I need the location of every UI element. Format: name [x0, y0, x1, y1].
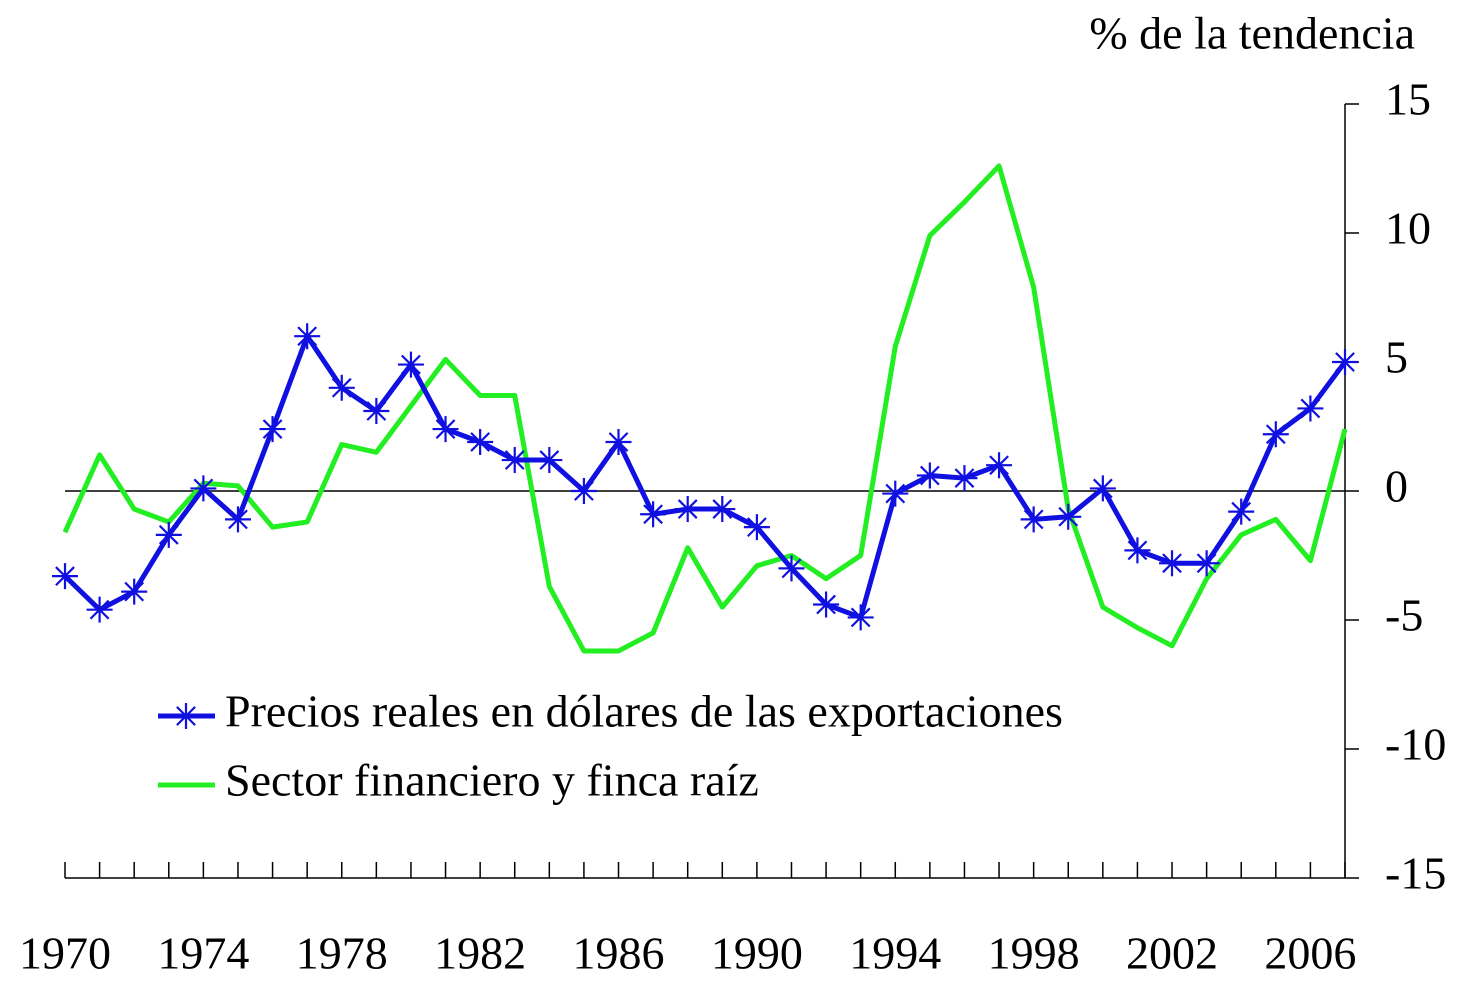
point-marker — [882, 480, 909, 507]
point-marker — [1159, 550, 1186, 577]
point-marker — [640, 501, 667, 528]
x-tick-label: 1982 — [434, 928, 526, 979]
point-marker — [467, 428, 494, 455]
point-marker — [1332, 349, 1358, 375]
point-marker — [86, 596, 113, 623]
point-marker — [1020, 506, 1047, 533]
point-marker — [813, 591, 840, 618]
x-tick-label: 1986 — [573, 928, 665, 979]
point-marker — [52, 563, 78, 590]
point-marker — [155, 521, 182, 548]
point-marker — [536, 447, 563, 474]
point-marker — [986, 452, 1013, 479]
point-marker — [363, 398, 390, 425]
x-tick-label: 2006 — [1264, 928, 1356, 979]
legend-label: Precios reales en dólares de las exporta… — [225, 686, 1063, 737]
y-tick-label: -15 — [1385, 848, 1446, 899]
point-marker — [501, 447, 528, 474]
point-marker — [570, 478, 597, 504]
x-tick-label: 2002 — [1126, 928, 1218, 979]
x-tick-label: 1978 — [296, 928, 388, 979]
point-marker — [328, 374, 355, 401]
point-marker — [1193, 550, 1220, 577]
legend-label: Sector financiero y finca raíz — [225, 755, 759, 806]
point-marker — [397, 351, 424, 378]
series-line — [63, 333, 1348, 620]
point-marker — [951, 465, 978, 492]
x-tick-label: 1970 — [19, 928, 111, 979]
y-tick-label: 5 — [1385, 332, 1408, 383]
point-marker — [1297, 395, 1324, 422]
y-tick-label: 15 — [1385, 74, 1431, 125]
y-tick-label: 0 — [1385, 461, 1408, 512]
point-marker — [916, 462, 943, 489]
x-tick-label: 1994 — [849, 928, 941, 979]
point-marker — [224, 506, 251, 533]
point-marker — [674, 496, 701, 523]
legend-marker — [173, 703, 199, 729]
point-marker — [743, 514, 770, 541]
point-marker — [847, 604, 874, 631]
point-marker — [294, 323, 321, 350]
point-marker — [1228, 498, 1255, 525]
point-marker — [709, 496, 736, 523]
point-marker — [1262, 421, 1289, 448]
point-marker — [1055, 503, 1082, 530]
y-axis-label: % de la tendencia — [1089, 8, 1415, 59]
point-marker — [1089, 475, 1116, 502]
point-marker — [121, 578, 148, 605]
y-tick-label: 10 — [1385, 203, 1431, 254]
series-line — [62, 163, 1348, 654]
point-marker — [432, 416, 459, 443]
point-marker — [1124, 537, 1151, 564]
x-tick-label: 1974 — [157, 928, 249, 979]
y-tick-label: -10 — [1385, 719, 1446, 770]
x-tick-label: 1998 — [988, 928, 1080, 979]
point-marker — [778, 555, 805, 582]
point-marker — [605, 428, 632, 455]
x-tick-label: 1990 — [711, 928, 803, 979]
point-marker — [190, 475, 217, 502]
y-tick-label: -5 — [1385, 590, 1423, 641]
point-marker — [259, 416, 286, 443]
